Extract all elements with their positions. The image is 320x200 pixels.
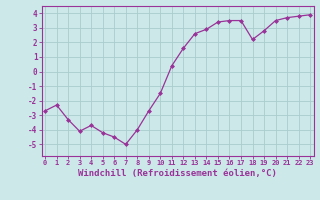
X-axis label: Windchill (Refroidissement éolien,°C): Windchill (Refroidissement éolien,°C) bbox=[78, 169, 277, 178]
